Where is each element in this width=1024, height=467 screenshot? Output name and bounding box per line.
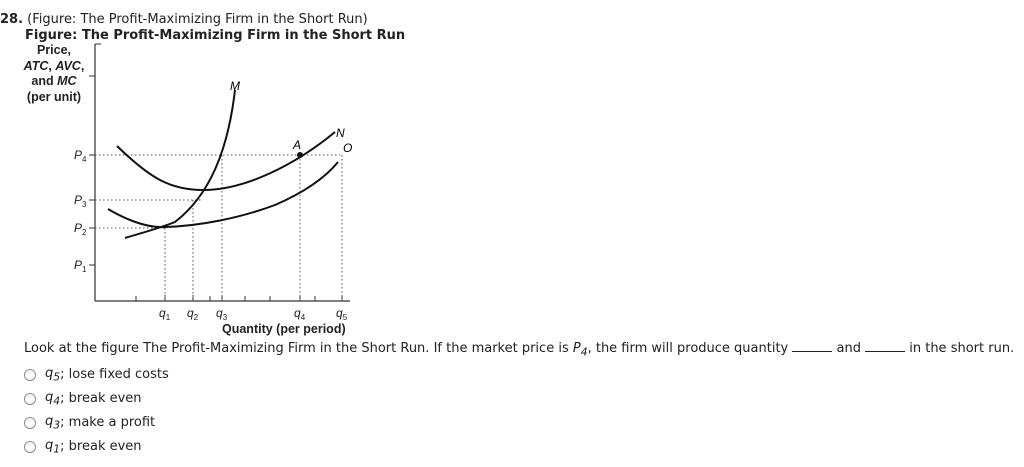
option-text: ; make a profit [60,415,156,431]
answer-option-1[interactable]: q5; lose fixed costs [24,366,169,384]
stem-part-1: Look at the figure The Profit-Maximizing… [24,341,573,356]
x-tick-label-q4: q4 [294,306,306,322]
x-tick-label-q2: q2 [187,306,199,322]
y-axis-label-line-2: ATC, AVC, [23,58,85,73]
option-text: ; lose fixed costs [60,367,169,383]
atc-curve-label: N [336,126,345,140]
answer-blank-1 [792,340,833,352]
option-quantity: q5 [45,366,61,384]
answer-option-2[interactable]: q4; break even [24,390,142,408]
answer-option-3[interactable]: q3; make a profit [24,414,155,432]
stem-and: and [832,341,866,356]
y-tick-label-p4: P4 [74,148,87,164]
radio-button[interactable] [24,440,36,453]
avc-curve [107,161,339,229]
radio-button[interactable] [24,392,36,405]
y-axis-label-line-1: Price, [36,43,72,57]
y-tick-label-p3: P3 [74,193,87,209]
option-quantity: q3 [45,414,61,432]
point-a-label: A [292,138,301,152]
question-stem: Look at the figure The Profit-Maximizing… [24,340,1014,359]
y-axis-label: Price, ATC, AVC, and MC (per unit) [22,43,86,105]
x-tick-label-q3: q3 [216,306,228,322]
y-tick-label-p2: P2 [74,221,87,237]
question-header: 28. (Figure: The Profit-Maximizing Firm … [0,12,368,27]
y-axis-label-line-4: (per unit) [26,89,82,104]
avc-curve-label: O [343,141,352,155]
y-axis-label-line-3: and MC [31,74,77,88]
x-axis-label: Quantity (per period) [222,322,346,336]
stem-price: P4 [572,341,588,359]
option-quantity: q4 [45,390,61,408]
figure-title: Figure: The Profit-Maximizing Firm in th… [25,28,406,43]
radio-button[interactable] [24,416,36,429]
radio-button[interactable] [24,368,36,381]
option-text: ; break even [60,391,142,407]
question-number: 28. [0,12,24,27]
mc-curve [124,89,236,239]
option-text: ; break even [60,439,142,455]
option-quantity: q1 [45,438,61,456]
y-tick-label-p1: P1 [74,258,87,274]
stem-end: in the short run. [905,341,1015,356]
mc-curve-label: M [230,79,240,93]
point-a-marker [297,152,303,158]
stem-part-2: , the firm will produce quantity [587,341,793,356]
answer-blank-2 [865,340,906,352]
x-tick-label-q5: q5 [336,306,348,322]
profit-max-chart: M N O A P4 P3 P2 P1 q1 q2 q3 q4 q5 Quant… [74,43,352,336]
x-tick-label-q1: q1 [159,306,171,322]
answer-option-4[interactable]: q1; break even [24,438,142,456]
question-header-text: (Figure: The Profit-Maximizing Firm in t… [27,12,368,27]
